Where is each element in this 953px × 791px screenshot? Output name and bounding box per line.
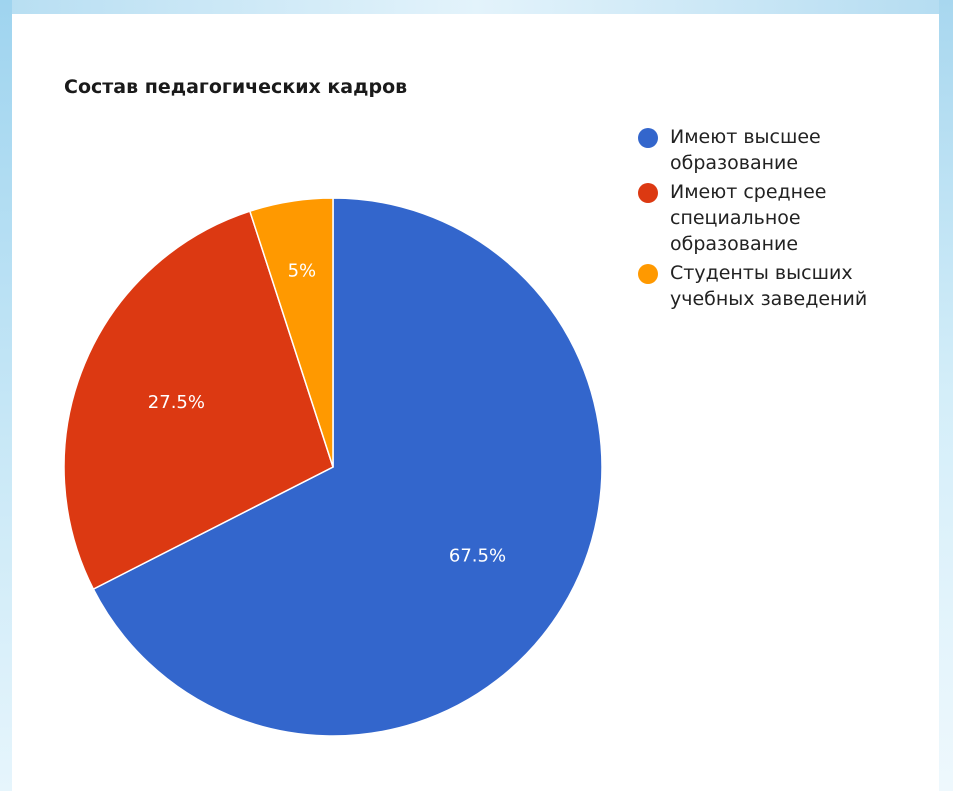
slice-value-label: 27.5% <box>148 392 205 413</box>
legend-swatch <box>638 183 658 203</box>
chart-title: Состав педагогических кадров <box>64 76 408 98</box>
legend-item: Имеют среднее специальное образование <box>636 179 936 257</box>
pie-slice <box>92 197 603 737</box>
pie-slice <box>248 197 334 468</box>
background-band-top <box>0 0 953 14</box>
legend-swatch <box>638 264 658 284</box>
chart-card: Состав педагогических кадров 67.5% 27.5% 5… <box>12 14 939 791</box>
legend-label: Имеют высшее образование <box>670 126 821 174</box>
pie-chart: 67.5% 27.5% 5% <box>63 197 603 737</box>
slice-value-label: 67.5% <box>449 546 506 567</box>
pie-slice <box>63 210 334 591</box>
legend-label: Студенты высших учебных заведений <box>670 262 868 310</box>
background-band-left <box>0 0 12 791</box>
legend-item: Студенты высших учебных заведений <box>636 260 936 312</box>
legend-swatch <box>638 128 658 148</box>
legend-label: Имеют среднее специальное образование <box>670 181 827 255</box>
slice-value-label: 5% <box>288 260 317 281</box>
chart-legend: Имеют высшее образование Имеют среднее с… <box>636 124 936 315</box>
legend-item: Имеют высшее образование <box>636 124 936 176</box>
background-band-right <box>939 0 953 791</box>
